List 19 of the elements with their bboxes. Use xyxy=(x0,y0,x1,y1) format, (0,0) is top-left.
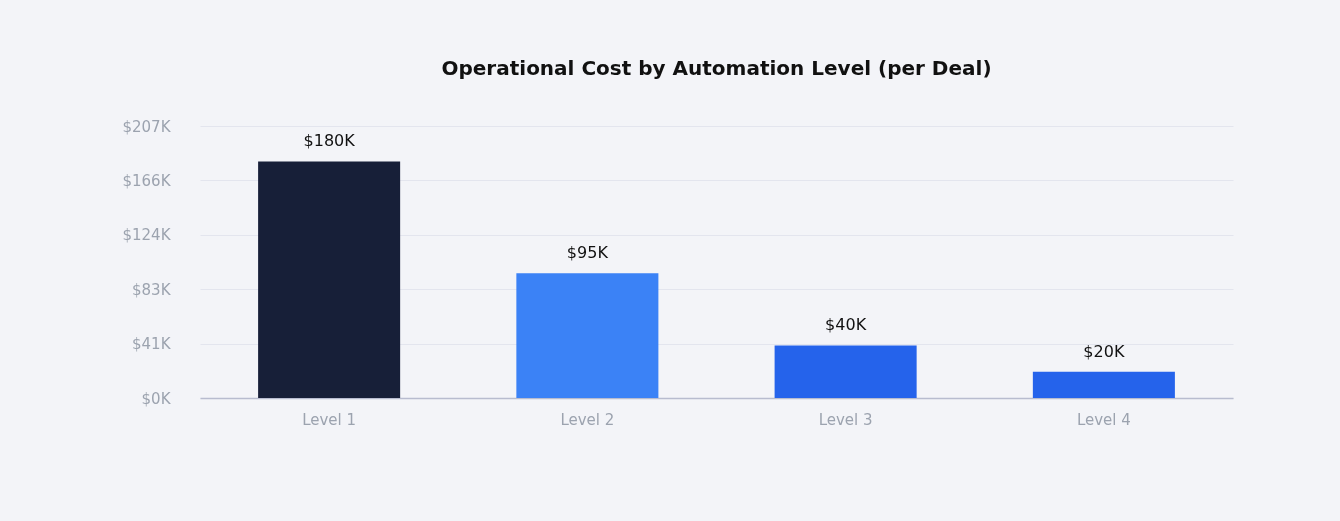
y-tick-label: $207K xyxy=(122,117,172,136)
x-tick-label: Level 1 xyxy=(302,410,357,429)
y-tick-label: $166K xyxy=(122,171,172,190)
data-label: $180K xyxy=(303,131,356,151)
y-tick-label: $0K xyxy=(141,389,172,408)
x-tick-label: Level 3 xyxy=(818,410,873,429)
bar xyxy=(1032,371,1175,398)
data-label: $20K xyxy=(1083,341,1125,361)
y-tick-label: $41K xyxy=(132,335,172,354)
bar xyxy=(258,161,401,398)
y-tick-label: $83K xyxy=(132,280,172,299)
y-tick-label: $124K xyxy=(122,226,172,245)
x-tick-label: Level 2 xyxy=(560,410,615,429)
chart-title: Operational Cost by Automation Level (per Deal) xyxy=(441,56,992,80)
bar xyxy=(774,345,917,398)
data-label: $95K xyxy=(566,243,609,263)
x-tick-label: Level 4 xyxy=(1076,410,1131,429)
bar xyxy=(516,273,659,398)
data-label: $40K xyxy=(825,315,867,335)
